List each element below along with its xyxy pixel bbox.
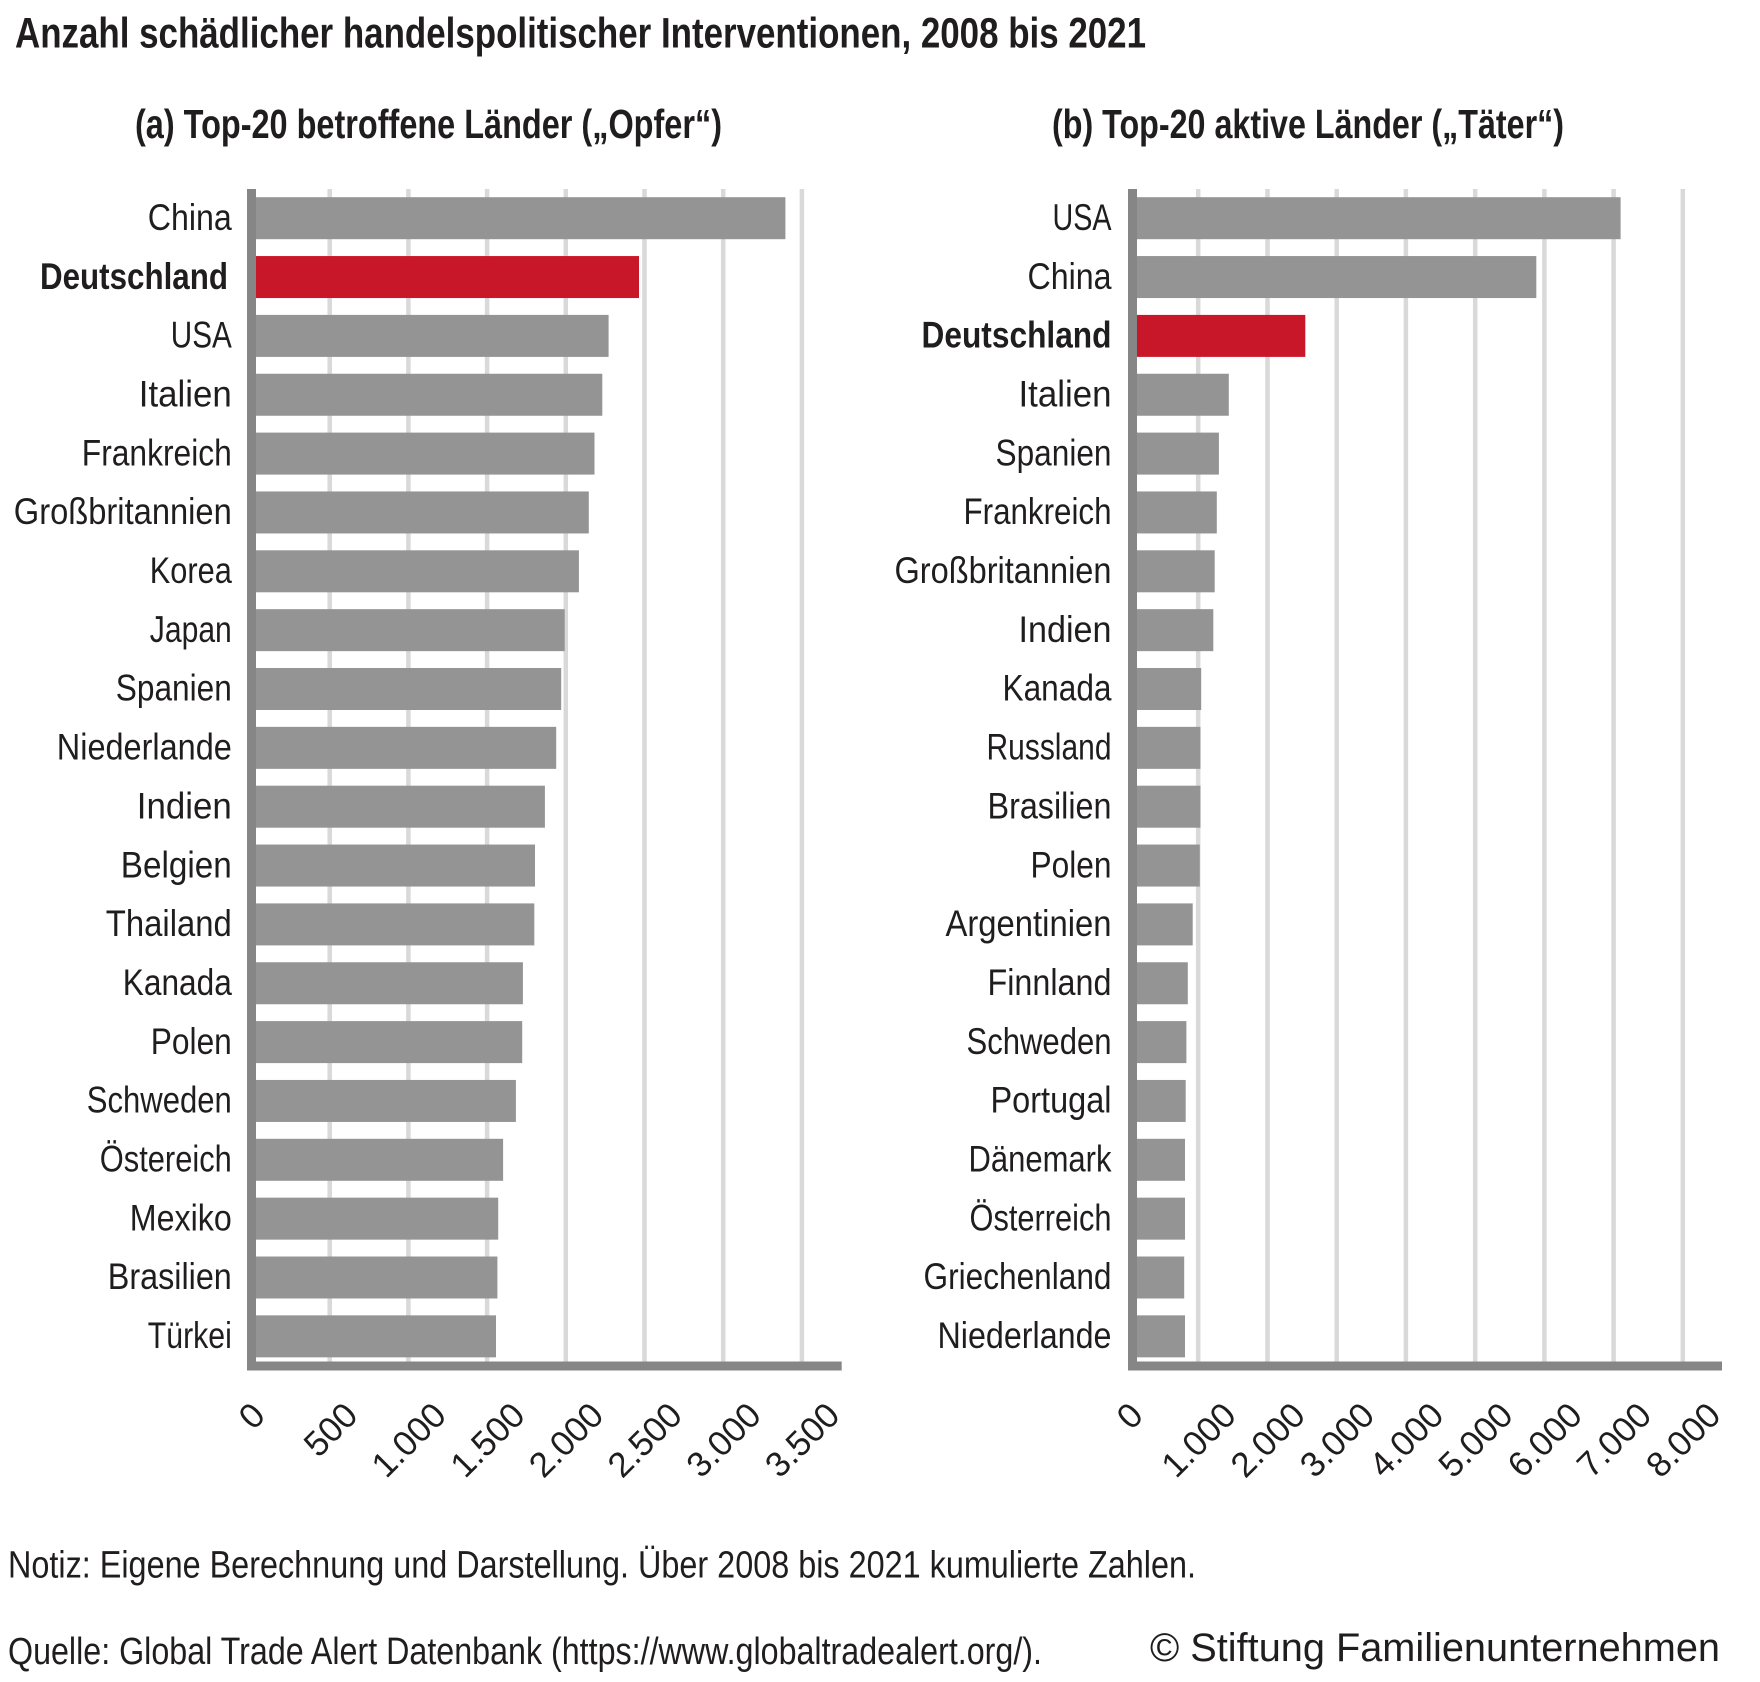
svg-text:Indien: Indien <box>1019 609 1112 650</box>
svg-text:Griechenland: Griechenland <box>924 1256 1112 1297</box>
svg-text:Deutschland: Deutschland <box>922 315 1112 356</box>
svg-text:Brasilien: Brasilien <box>108 1256 232 1297</box>
svg-text:Polen: Polen <box>1031 844 1112 885</box>
svg-text:Finnland: Finnland <box>988 962 1112 1003</box>
svg-text:Portugal: Portugal <box>991 1080 1112 1121</box>
svg-text:Brasilien: Brasilien <box>988 785 1112 826</box>
svg-text:Italien: Italien <box>1019 373 1112 414</box>
svg-text:Kanada: Kanada <box>123 962 232 1003</box>
svg-text:China: China <box>1028 256 1112 297</box>
svg-text:Spanien: Spanien <box>116 668 232 709</box>
svg-text:USA: USA <box>171 315 232 356</box>
svg-text:Kanada: Kanada <box>1003 668 1112 709</box>
svg-text:Italien: Italien <box>139 373 232 414</box>
svg-text:Östereich: Östereich <box>100 1139 232 1180</box>
svg-text:Niederlande: Niederlande <box>938 1315 1112 1356</box>
svg-text:USA: USA <box>1053 197 1112 238</box>
svg-text:Polen: Polen <box>151 1021 232 1062</box>
svg-text:(b) Top-20 aktive Länder („Tät: (b) Top-20 aktive Länder („Täter“) <box>1052 101 1564 147</box>
svg-text:Quelle: Global Trade Alert Dat: Quelle: Global Trade Alert Datenbank (ht… <box>8 1631 1042 1673</box>
svg-text:China: China <box>148 197 232 238</box>
svg-text:Russland: Russland <box>987 727 1112 768</box>
svg-text:(a) Top-20 betroffene Länder (: (a) Top-20 betroffene Länder („Opfer“) <box>135 101 722 147</box>
svg-text:© Stiftung Familienunternehmen: © Stiftung Familienunternehmen <box>1150 1626 1720 1670</box>
svg-text:Frankreich: Frankreich <box>82 432 232 473</box>
svg-text:Korea: Korea <box>150 550 232 591</box>
svg-text:Frankreich: Frankreich <box>964 491 1112 532</box>
svg-text:Großbritannien: Großbritannien <box>895 550 1112 591</box>
svg-text:Mexiko: Mexiko <box>130 1197 232 1238</box>
svg-text:Dänemark: Dänemark <box>969 1139 1112 1180</box>
svg-text:Japan: Japan <box>150 609 232 650</box>
svg-text:Anzahl schädlicher handelspoli: Anzahl schädlicher handelspolitischer In… <box>15 10 1146 58</box>
svg-text:Deutschland: Deutschland <box>40 256 228 297</box>
svg-text:Österreich: Österreich <box>970 1197 1112 1238</box>
svg-text:Türkei: Türkei <box>148 1315 232 1356</box>
svg-text:Schweden: Schweden <box>87 1080 232 1121</box>
svg-text:Indien: Indien <box>137 785 232 826</box>
svg-text:Notiz: Eigene Berechnung und D: Notiz: Eigene Berechnung und Darstellung… <box>8 1545 1196 1587</box>
svg-text:Thailand: Thailand <box>106 903 232 944</box>
svg-text:Niederlande: Niederlande <box>57 727 232 768</box>
svg-text:Großbritannien: Großbritannien <box>14 491 232 532</box>
svg-text:Belgien: Belgien <box>121 844 232 885</box>
svg-text:Schweden: Schweden <box>967 1021 1112 1062</box>
svg-text:Spanien: Spanien <box>996 432 1112 473</box>
svg-text:Argentinien: Argentinien <box>946 903 1112 944</box>
